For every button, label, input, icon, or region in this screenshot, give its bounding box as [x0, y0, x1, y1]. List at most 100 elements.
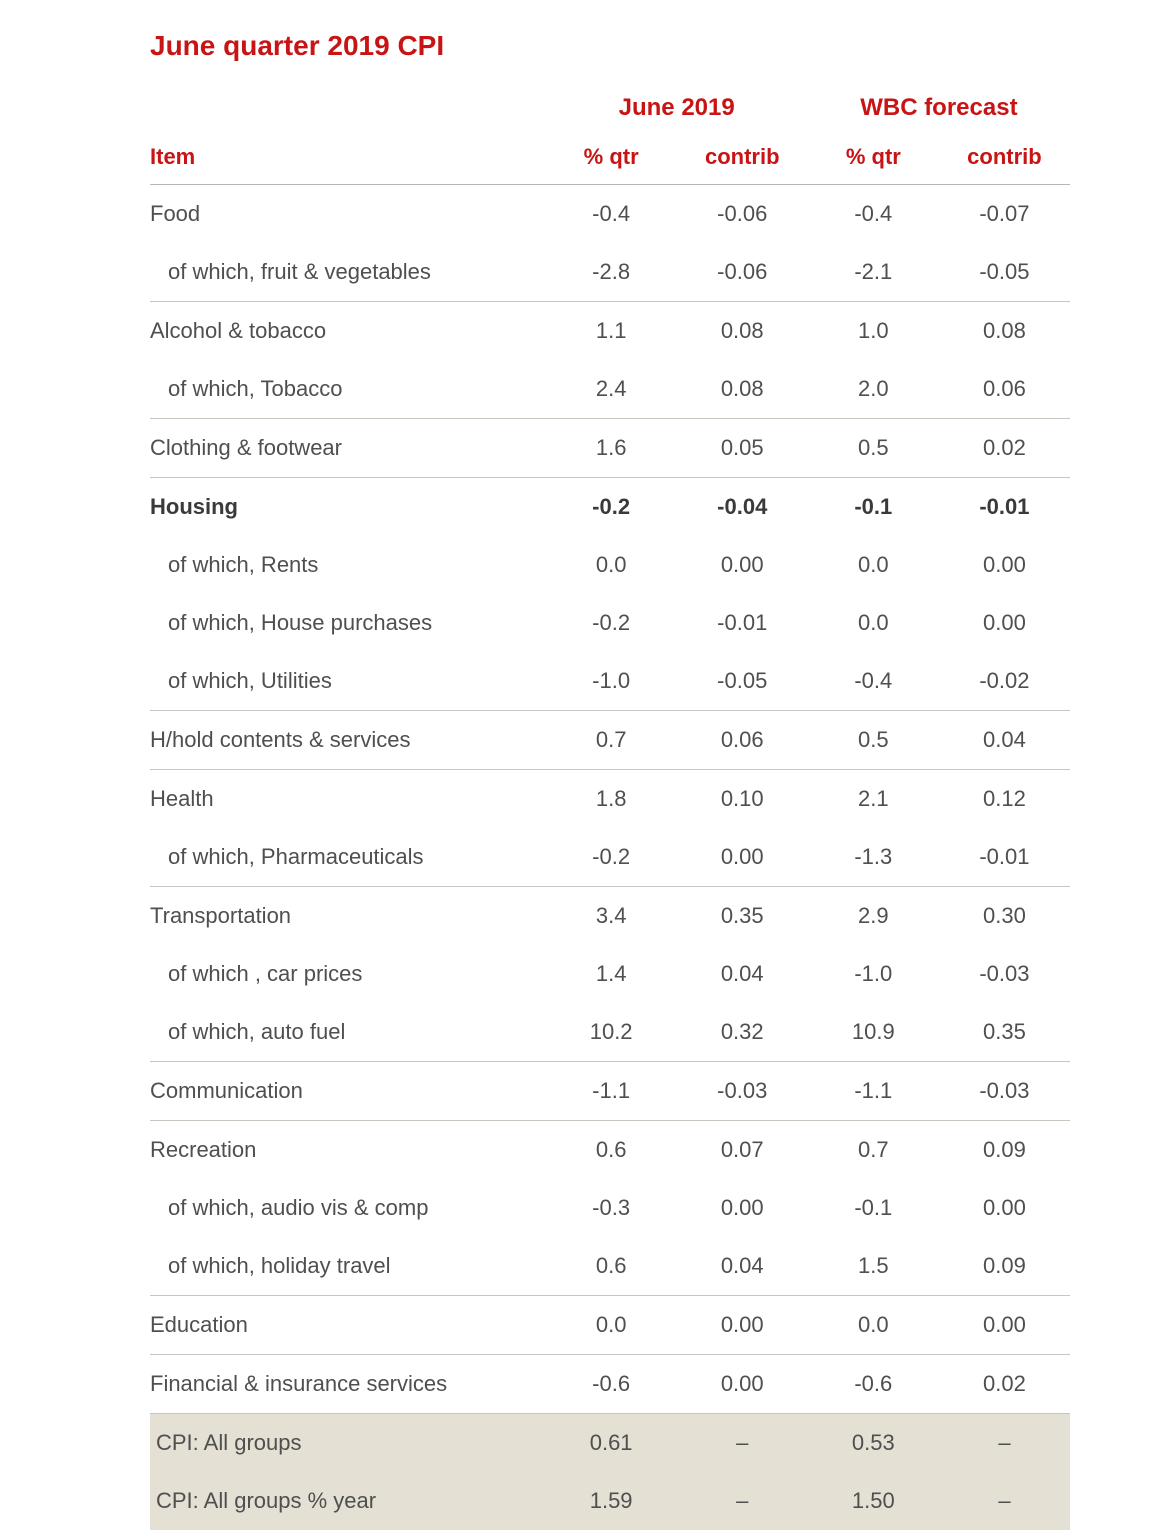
value-cell: 0.30	[939, 887, 1070, 946]
value-cell: 10.9	[808, 1003, 939, 1062]
table-row: of which, Rents0.00.000.00.00	[150, 536, 1070, 594]
value-cell: -0.4	[808, 185, 939, 244]
value-cell: -0.02	[939, 652, 1070, 711]
table-row: of which, audio vis & comp-0.30.00-0.10.…	[150, 1179, 1070, 1237]
value-cell: 0.04	[677, 1237, 808, 1296]
table-head: June 2019 WBC forecast Item % qtr contri…	[150, 86, 1070, 185]
table-row: H/hold contents & services0.70.060.50.04	[150, 711, 1070, 770]
value-cell: 0.00	[677, 1296, 808, 1355]
value-cell: -0.4	[808, 652, 939, 711]
value-cell: 1.50	[808, 1472, 939, 1530]
table-row: Financial & insurance services-0.60.00-0…	[150, 1355, 1070, 1414]
table-row: of which, Utilities-1.0-0.05-0.4-0.02	[150, 652, 1070, 711]
value-cell: 0.12	[939, 770, 1070, 829]
value-cell: -0.2	[546, 478, 677, 537]
table-row: CPI: All groups % year1.59–1.50–	[150, 1472, 1070, 1530]
item-label: Health	[150, 770, 546, 829]
item-label: Financial & insurance services	[150, 1355, 546, 1414]
item-label: CPI: All groups	[150, 1414, 546, 1473]
value-cell: 0.06	[939, 360, 1070, 419]
value-cell: 0.5	[808, 711, 939, 770]
value-cell: 0.04	[677, 945, 808, 1003]
value-cell: 0.32	[677, 1003, 808, 1062]
value-cell: 0.6	[546, 1121, 677, 1180]
table-row: of which , car prices1.40.04-1.0-0.03	[150, 945, 1070, 1003]
value-cell: 0.00	[939, 1179, 1070, 1237]
value-cell: 0.10	[677, 770, 808, 829]
col-wbc-qtr: % qtr	[808, 134, 939, 185]
value-cell: 0.00	[677, 1179, 808, 1237]
table-row: of which, fruit & vegetables-2.8-0.06-2.…	[150, 243, 1070, 302]
cpi-table-page: June quarter 2019 CPI June 2019 WBC fore…	[0, 0, 1160, 1400]
item-label: Recreation	[150, 1121, 546, 1180]
item-label: Housing	[150, 478, 546, 537]
value-cell: 0.07	[677, 1121, 808, 1180]
value-cell: 0.09	[939, 1121, 1070, 1180]
item-label: of which, Pharmaceuticals	[150, 828, 546, 887]
value-cell: 0.00	[939, 1296, 1070, 1355]
value-cell: 0.0	[546, 536, 677, 594]
col-group-june: June 2019	[546, 86, 808, 134]
table-body: Food-0.4-0.06-0.4-0.07of which, fruit & …	[150, 185, 1070, 1530]
value-cell: 0.08	[677, 302, 808, 361]
col-june-qtr: % qtr	[546, 134, 677, 185]
value-cell: 0.02	[939, 1355, 1070, 1414]
item-label: Transportation	[150, 887, 546, 946]
value-cell: 0.00	[677, 828, 808, 887]
table-row: Housing-0.2-0.04-0.1-0.01	[150, 478, 1070, 537]
item-label: of which , car prices	[150, 945, 546, 1003]
table-row: Clothing & footwear1.60.050.50.02	[150, 419, 1070, 478]
value-cell: 1.0	[808, 302, 939, 361]
value-cell: 0.35	[939, 1003, 1070, 1062]
value-cell: 0.09	[939, 1237, 1070, 1296]
value-cell: 0.00	[939, 536, 1070, 594]
item-label: CPI: All groups % year	[150, 1472, 546, 1530]
value-cell: 0.7	[808, 1121, 939, 1180]
col-item: Item	[150, 134, 546, 185]
table-row: Recreation0.60.070.70.09	[150, 1121, 1070, 1180]
table-row: Education0.00.000.00.00	[150, 1296, 1070, 1355]
value-cell: 1.6	[546, 419, 677, 478]
value-cell: 0.08	[939, 302, 1070, 361]
value-cell: 2.1	[808, 770, 939, 829]
value-cell: 1.5	[808, 1237, 939, 1296]
col-wbc-contrib: contrib	[939, 134, 1070, 185]
value-cell: 0.00	[677, 536, 808, 594]
item-label: of which, Utilities	[150, 652, 546, 711]
value-cell: 0.61	[546, 1414, 677, 1473]
value-cell: -0.1	[808, 1179, 939, 1237]
value-cell: 1.59	[546, 1472, 677, 1530]
value-cell: -0.05	[677, 652, 808, 711]
value-cell: –	[677, 1414, 808, 1473]
value-cell: 0.02	[939, 419, 1070, 478]
table-row: of which, holiday travel0.60.041.50.09	[150, 1237, 1070, 1296]
table-row: Transportation3.40.352.90.30	[150, 887, 1070, 946]
value-cell: -0.06	[677, 243, 808, 302]
value-cell: 0.0	[808, 1296, 939, 1355]
value-cell: -0.03	[677, 1062, 808, 1121]
value-cell: -0.2	[546, 594, 677, 652]
value-cell: -1.0	[546, 652, 677, 711]
col-june-contrib: contrib	[677, 134, 808, 185]
value-cell: 1.8	[546, 770, 677, 829]
value-cell: -0.01	[939, 478, 1070, 537]
table-row: Alcohol & tobacco1.10.081.00.08	[150, 302, 1070, 361]
value-cell: 0.06	[677, 711, 808, 770]
item-label: Alcohol & tobacco	[150, 302, 546, 361]
value-cell: 0.04	[939, 711, 1070, 770]
value-cell: -0.04	[677, 478, 808, 537]
value-cell: -0.2	[546, 828, 677, 887]
value-cell: -1.1	[808, 1062, 939, 1121]
value-cell: -1.3	[808, 828, 939, 887]
item-label: Education	[150, 1296, 546, 1355]
value-cell: 0.35	[677, 887, 808, 946]
cpi-table: June 2019 WBC forecast Item % qtr contri…	[150, 86, 1070, 1530]
value-cell: 0.05	[677, 419, 808, 478]
table-row: of which, Tobacco2.40.082.00.06	[150, 360, 1070, 419]
value-cell: 0.00	[939, 594, 1070, 652]
item-label: of which, auto fuel	[150, 1003, 546, 1062]
item-label: Food	[150, 185, 546, 244]
value-cell: -0.1	[808, 478, 939, 537]
item-label: Communication	[150, 1062, 546, 1121]
value-cell: -0.07	[939, 185, 1070, 244]
